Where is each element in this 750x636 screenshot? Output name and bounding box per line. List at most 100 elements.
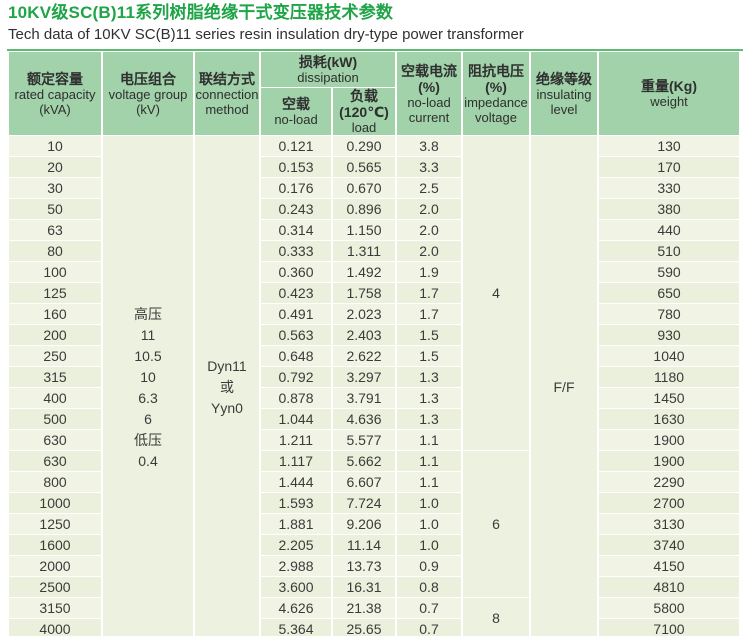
cell-rated-capacity: 3150 [9, 598, 101, 618]
cell-no-load-current: 0.8 [397, 577, 461, 597]
header-insulating-level-zh: 绝缘等级 [536, 70, 592, 87]
cell-no-load-loss: 2.205 [261, 535, 331, 555]
cell-no-load-current: 2.0 [397, 199, 461, 219]
cell-weight: 1180 [599, 367, 739, 387]
cell-rated-capacity: 50 [9, 199, 101, 219]
header-dissipation: 损耗(kW) dissipation [261, 52, 395, 87]
cell-rated-capacity: 63 [9, 220, 101, 240]
table-row: 1600 2.205 11.14 1.0 3740 [9, 535, 739, 555]
cell-rated-capacity: 125 [9, 283, 101, 303]
cell-load-loss: 21.38 [333, 598, 395, 618]
cell-impedance-voltage: 6 [463, 451, 529, 597]
cell-no-load-loss: 1.044 [261, 409, 331, 429]
cell-load-loss: 2.023 [333, 304, 395, 324]
cell-no-load-current: 0.7 [397, 619, 461, 636]
cell-no-load-current: 1.0 [397, 493, 461, 513]
cell-load-loss: 6.607 [333, 472, 395, 492]
cell-weight: 510 [599, 241, 739, 261]
cell-no-load-current: 1.1 [397, 430, 461, 450]
cell-weight: 170 [599, 157, 739, 177]
cell-weight: 1040 [599, 346, 739, 366]
cell-load-loss: 5.662 [333, 451, 395, 471]
cell-load-loss: 13.73 [333, 556, 395, 576]
cell-weight: 130 [599, 136, 739, 156]
table-row: 500 1.044 4.636 1.3 1630 [9, 409, 739, 429]
cell-no-load-loss: 0.153 [261, 157, 331, 177]
cell-no-load-current: 3.3 [397, 157, 461, 177]
table-row: 100 0.360 1.492 1.9 590 [9, 262, 739, 282]
cell-no-load-loss: 1.593 [261, 493, 331, 513]
cell-no-load-current: 1.5 [397, 325, 461, 345]
cell-weight: 2700 [599, 493, 739, 513]
cell-rated-capacity: 20 [9, 157, 101, 177]
header-insulating-level-en: insulating level [536, 86, 592, 117]
table-row: 315 0.792 3.297 1.3 1180 [9, 367, 739, 387]
cell-no-load-loss: 1.881 [261, 514, 331, 534]
cell-load-loss: 3.297 [333, 367, 395, 387]
cell-rated-capacity: 630 [9, 430, 101, 450]
cell-rated-capacity: 315 [9, 367, 101, 387]
cell-weight: 380 [599, 199, 739, 219]
header-load-loss: 负载(120℃) load [333, 88, 395, 135]
cell-rated-capacity: 160 [9, 304, 101, 324]
table-row: 125 0.423 1.758 1.7 650 [9, 283, 739, 303]
cell-impedance-voltage: 8 [463, 598, 529, 636]
cell-no-load-current: 3.8 [397, 136, 461, 156]
table-row: 20 0.153 0.565 3.3 170 [9, 157, 739, 177]
cell-rated-capacity: 400 [9, 388, 101, 408]
table-row: 800 1.444 6.607 1.1 2290 [9, 472, 739, 492]
cell-rated-capacity: 4000 [9, 619, 101, 636]
table-row: 80 0.333 1.311 2.0 510 [9, 241, 739, 261]
header-load-loss-en: load [351, 120, 377, 135]
header-rated-capacity-zh: 额定容量 [27, 70, 83, 87]
table-row: 2000 2.988 13.73 0.9 4150 [9, 556, 739, 576]
cell-rated-capacity: 200 [9, 325, 101, 345]
cell-no-load-current: 1.0 [397, 535, 461, 555]
cell-weight: 650 [599, 283, 739, 303]
cell-rated-capacity: 1600 [9, 535, 101, 555]
page-title: 10KV级SC(B)11系列树脂绝缘干式变压器技术参数 [8, 3, 394, 22]
cell-weight: 440 [599, 220, 739, 240]
table-row: 1250 1.881 9.206 1.0 3130 [9, 514, 739, 534]
cell-no-load-current: 1.1 [397, 472, 461, 492]
cell-weight: 930 [599, 325, 739, 345]
table-row: 3150 4.626 21.38 0.7 8 5800 [9, 598, 739, 636]
table-row: 30 0.176 0.670 2.5 330 [9, 178, 739, 198]
cell-no-load-current: 1.1 [397, 451, 461, 471]
cell-load-loss: 9.206 [333, 514, 395, 534]
cell-no-load-current: 1.7 [397, 283, 461, 303]
header-connection-method-zh: 联结方式 [199, 70, 255, 87]
cell-no-load-current: 1.3 [397, 388, 461, 408]
header-no-load-loss-en: no-load [274, 112, 318, 127]
header-rated-capacity-en: rated capacity (kVA) [14, 86, 96, 117]
cell-no-load-current: 2.0 [397, 241, 461, 261]
cell-weight: 1900 [599, 430, 739, 450]
cell-rated-capacity: 500 [9, 409, 101, 429]
cell-weight: 1900 [599, 451, 739, 471]
cell-rated-capacity: 800 [9, 472, 101, 492]
cell-weight: 780 [599, 304, 739, 324]
spec-table-container: 额定容量 rated capacity (kVA) 电压组合 voltage g… [7, 49, 743, 636]
cell-weight: 5800 [599, 598, 739, 618]
table-row: 400 0.878 3.791 1.3 1450 [9, 388, 739, 408]
table-header: 额定容量 rated capacity (kVA) 电压组合 voltage g… [9, 52, 739, 135]
cell-no-load-loss: 0.491 [261, 304, 331, 324]
cell-no-load-loss: 1.117 [261, 451, 331, 471]
cell-rated-capacity: 1250 [9, 514, 101, 534]
cell-no-load-current: 2.5 [397, 178, 461, 198]
cell-connection-method: Dyn11 或 Yyn0 [195, 136, 259, 636]
header-voltage-group-zh: 电压组合 [120, 70, 176, 87]
cell-no-load-loss: 2.988 [261, 556, 331, 576]
cell-no-load-loss: 3.600 [261, 577, 331, 597]
cell-load-loss: 0.565 [333, 157, 395, 177]
cell-rated-capacity: 250 [9, 346, 101, 366]
header-voltage-group: 电压组合 voltage group (kV) [103, 52, 193, 135]
cell-rated-capacity: 80 [9, 241, 101, 261]
cell-load-loss: 1.311 [333, 241, 395, 261]
header-connection-method: 联结方式 connection method [195, 52, 259, 135]
cell-no-load-loss: 4.626 [261, 598, 331, 618]
cell-load-loss: 25.65 [333, 619, 395, 636]
header-connection-method-en: connection method [195, 86, 259, 117]
cell-weight: 590 [599, 262, 739, 282]
